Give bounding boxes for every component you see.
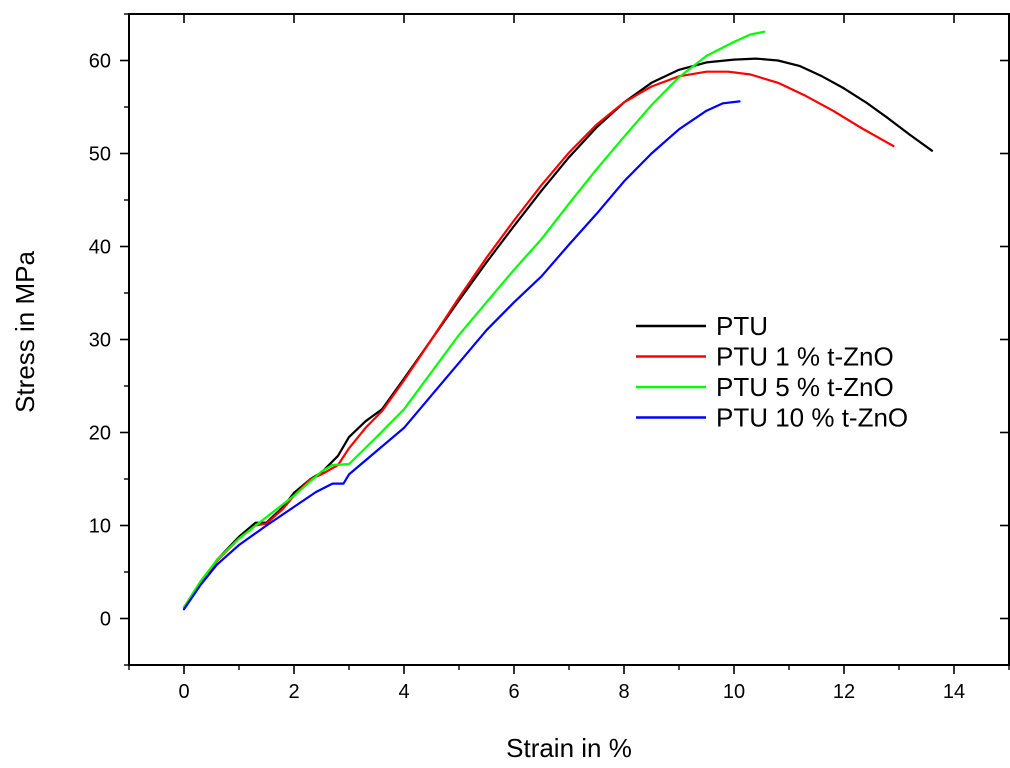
y-tick-label: 20 — [89, 423, 111, 445]
series-line-3 — [182, 30, 766, 609]
x-tick-label: 0 — [178, 681, 189, 703]
axes: 0 2 4 6 8 10 12 14 0 10 20 30 40 50 60 — [89, 13, 1010, 703]
x-tick-label: 10 — [723, 681, 745, 703]
legend-label-3: PTU 5 % t-ZnO — [716, 372, 894, 402]
y-tick-label: 10 — [89, 516, 111, 538]
y-tick-label: 40 — [89, 237, 111, 259]
y-tick-label: 30 — [89, 330, 111, 352]
x-tick-label: 4 — [398, 681, 409, 703]
x-tick-label: 12 — [833, 681, 855, 703]
series-line-2 — [182, 70, 895, 609]
x-tick-label: 2 — [288, 681, 299, 703]
series-layer — [182, 30, 934, 611]
x-axis-title: Strain in % — [506, 733, 632, 763]
series-line-1 — [182, 57, 934, 609]
legend-label-1: PTU — [716, 311, 768, 341]
y-axis-title: Stress in MPa — [10, 251, 40, 413]
legend-label-2: PTU 1 % t-ZnO — [716, 342, 894, 372]
x-tick-label: 14 — [943, 681, 965, 703]
legend-label-4: PTU 10 % t-ZnO — [716, 403, 908, 433]
x-tick-label: 6 — [508, 681, 519, 703]
x-tick-label: 8 — [618, 681, 629, 703]
series-line-4 — [182, 100, 741, 611]
y-tick-label: 0 — [100, 609, 111, 631]
y-tick-label: 60 — [89, 51, 111, 73]
y-tick-label: 50 — [89, 144, 111, 166]
